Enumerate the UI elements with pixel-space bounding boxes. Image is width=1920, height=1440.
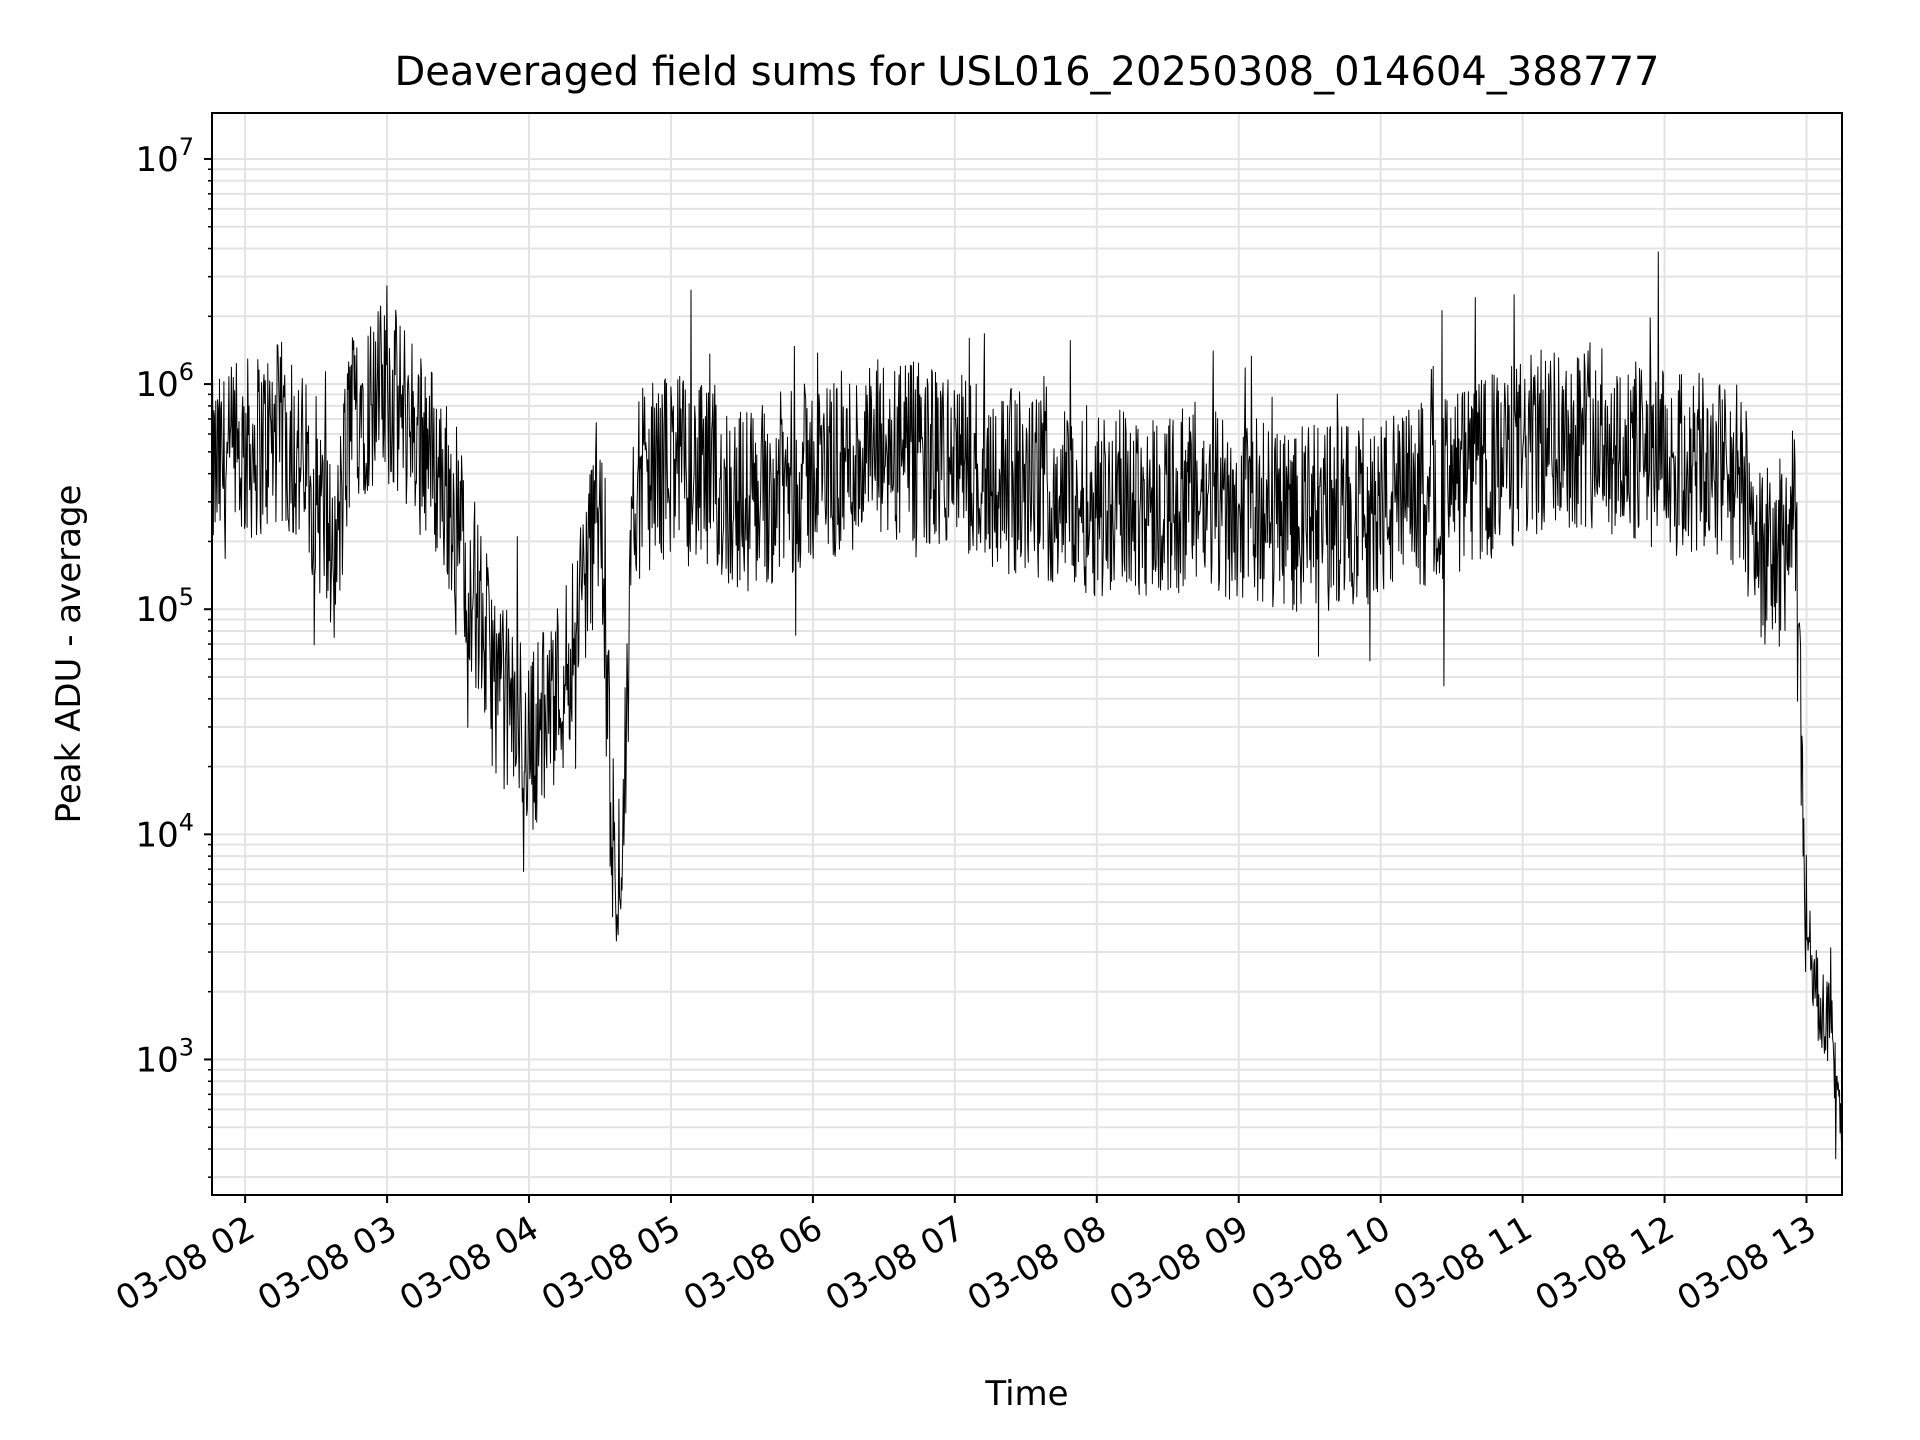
axes-frame xyxy=(211,112,1843,1196)
y-tick-label: 104 xyxy=(135,808,194,855)
minor-grid xyxy=(212,168,1842,1179)
y-axis-label: Peak ADU - average xyxy=(49,485,89,824)
y-tick-label: 105 xyxy=(135,583,194,630)
y-axis-ticks: 103 104 105 106 107 xyxy=(135,133,212,1178)
chart-title: Deaveraged field sums for USL016_2025030… xyxy=(395,49,1660,95)
series-line xyxy=(211,251,1843,1160)
major-grid xyxy=(212,113,1842,1195)
x-axis-label: Time xyxy=(984,1374,1068,1414)
plot-area xyxy=(211,251,1843,1160)
y-tick-label: 106 xyxy=(135,358,194,405)
y-tick-label: 107 xyxy=(135,133,194,180)
y-tick-label: 103 xyxy=(135,1033,194,1080)
